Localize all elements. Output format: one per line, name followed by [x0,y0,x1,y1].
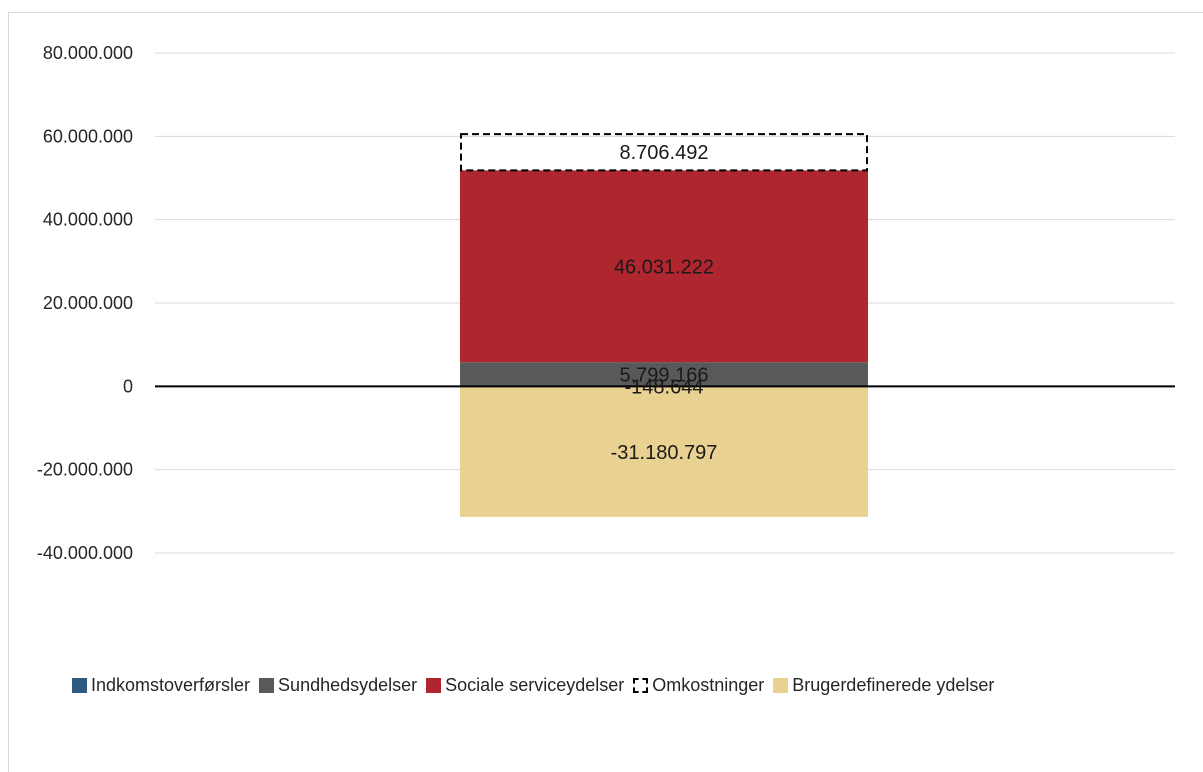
chart-frame [8,12,1203,772]
bar-2 [460,170,868,363]
legend-label: Brugerdefinerede ydelser [792,675,995,695]
y-tick-label: 0 [123,376,133,396]
legend-swatch [259,678,275,693]
legend-item-4: Brugerdefinerede ydelser [773,675,994,696]
data-label: 5.799.166 [620,364,709,386]
legend-swatch [426,678,442,693]
legend-label: Sundhedsydelser [278,675,418,695]
legend-item-2: Sociale serviceydelser [426,675,624,696]
legend-item-3: Omkostninger [633,675,764,696]
y-tick-label: -20.000.000 [37,460,133,480]
legend: Indkomstoverførsler Sundhedsydelser Social… [72,675,994,696]
legend-swatch [72,678,87,693]
bar-4 [460,386,868,517]
bar-1 [460,362,868,387]
legend-item-0: Indkomstoverførsler [72,675,250,696]
bar-3 [460,133,868,172]
data-label: -31.180.797 [611,442,718,464]
y-tick-label: 60.000.000 [43,126,133,146]
legend-label: Sociale serviceydelser [445,675,625,695]
data-label: -148.644 [625,377,704,399]
legend-item-1: Sundhedsydelser [259,675,417,696]
legend-swatch [633,678,649,693]
y-tick-label: 20.000.000 [43,293,133,313]
legend-label: Omkostninger [652,675,765,695]
stacked-bar-chart: 80.000.000 60.000.000 40.000.000 20.000.000… [37,43,1175,563]
data-label: 46.031.222 [614,256,714,278]
y-axis: 80.000.000 60.000.000 40.000.000 20.000.000… [37,43,133,563]
legend-label: Indkomstoverførsler [91,675,251,695]
y-tick-label: -40.000.000 [37,543,133,563]
y-tick-label: 80.000.000 [43,43,133,63]
legend-swatch [773,678,789,693]
y-tick-label: 40.000.000 [43,210,133,230]
data-label: 8.706.492 [620,142,709,164]
bars [460,133,868,517]
